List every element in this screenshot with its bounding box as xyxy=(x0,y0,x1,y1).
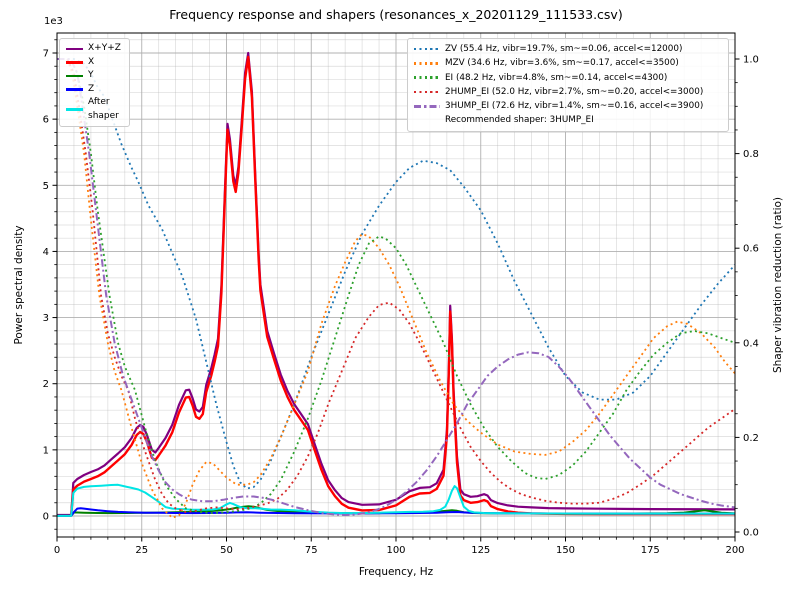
legend-recommended-note: Recommended shaper: 3HUMP_EI xyxy=(414,113,722,127)
y-left-tick-label: 7 xyxy=(43,49,49,60)
legend-label: EI (48.2 Hz, vibr=4.8%, sm~=0.14, accel<… xyxy=(445,72,668,83)
series-ei xyxy=(57,58,735,514)
legend-label: Z xyxy=(88,83,95,94)
y-left-tick-label: 2 xyxy=(43,379,49,390)
x-tick-label: 200 xyxy=(725,545,744,556)
ticks: 0 25 50 75 100 125 150 175 200 0 1 2 3 4 5 6 7 0.0 0.2 0.4 0… xyxy=(43,39,759,556)
legend-label: MZV (34.6 Hz, vibr=3.6%, sm~=0.17, accel… xyxy=(445,58,679,69)
legend-label: Recommended shaper: 3HUMP_EI xyxy=(445,115,594,126)
legend-label: 2HUMP_EI (52.0 Hz, vibr=2.7%, sm~=0.20, … xyxy=(445,86,704,97)
legend-swatch xyxy=(414,90,440,94)
legend-item: MZV (34.6 Hz, vibr=3.6%, sm~=0.17, accel… xyxy=(414,56,722,70)
series-3hump-ei xyxy=(57,58,735,516)
legend-label: 3HUMP_EI (72.6 Hz, vibr=1.4%, sm~=0.16, … xyxy=(445,101,704,112)
legend-label: ZV (55.4 Hz, vibr=19.7%, sm~=0.06, accel… xyxy=(445,44,683,54)
series-after-shaper xyxy=(57,483,735,517)
legend-label: After shaper xyxy=(88,97,119,121)
legend-item: 2HUMP_EI (52.0 Hz, vibr=2.7%, sm~=0.20, … xyxy=(414,85,722,99)
legend-shapers: ZV (55.4 Hz, vibr=19.7%, sm~=0.06, accel… xyxy=(407,38,729,132)
legend-label: X+Y+Z xyxy=(88,43,121,53)
y-right-tick-label: 0.2 xyxy=(743,433,759,444)
y-left-tick-label: 0 xyxy=(43,512,49,523)
x-tick-label: 75 xyxy=(305,545,318,556)
x-tick-label: 0 xyxy=(54,545,60,556)
x-axis-label: Frequency, Hz xyxy=(358,566,434,578)
x-tick-label: 150 xyxy=(556,545,575,556)
y-left-tick-label: 6 xyxy=(43,115,49,126)
legend-psd: X+Y+Z X Y Z After shaper xyxy=(59,38,130,127)
y-left-tick-label: 5 xyxy=(43,181,49,192)
series-2hump-ei xyxy=(57,58,735,513)
legend-item: After shaper xyxy=(66,96,123,123)
legend-swatch xyxy=(414,62,440,65)
legend-swatch xyxy=(414,119,440,122)
legend-item: X xyxy=(66,56,123,70)
legend-label: Y xyxy=(88,70,94,80)
y-axis-label-right: Shaper vibration reduction (ratio) xyxy=(772,196,784,374)
legend-item: EI (48.2 Hz, vibr=4.8%, sm~=0.14, accel<… xyxy=(414,71,722,85)
legend-item: 3HUMP_EI (72.6 Hz, vibr=1.4%, sm~=0.16, … xyxy=(414,99,722,113)
legend-item: Y xyxy=(66,69,123,83)
y-left-tick-label: 1 xyxy=(43,445,49,456)
x-tick-label: 100 xyxy=(386,545,405,556)
y-axis-offset-text: 1e3 xyxy=(44,16,63,27)
chart-title: Frequency response and shapers (resonanc… xyxy=(169,7,623,22)
legend-label: X xyxy=(88,56,95,67)
legend-swatch xyxy=(66,88,83,91)
y-left-tick-label: 4 xyxy=(43,247,49,258)
y-axis-label-left: Power spectral density xyxy=(13,225,25,345)
legend-item: ZV (55.4 Hz, vibr=19.7%, sm~=0.06, accel… xyxy=(414,42,722,56)
legend-item: Z xyxy=(66,83,123,97)
legend-swatch xyxy=(414,105,440,108)
series-group xyxy=(57,51,735,519)
x-tick-label: 175 xyxy=(641,545,660,556)
legend-swatch xyxy=(66,74,83,77)
legend-swatch xyxy=(414,47,440,51)
y-right-tick-label: 1.0 xyxy=(743,55,759,66)
legend-swatch xyxy=(414,76,440,79)
legend-swatch xyxy=(66,61,83,64)
y-right-tick-label: 0.0 xyxy=(743,528,759,539)
y-right-tick-label: 0.4 xyxy=(743,338,759,349)
x-tick-label: 25 xyxy=(135,545,148,556)
y-right-tick-label: 0.6 xyxy=(743,244,759,255)
legend-swatch xyxy=(66,47,83,50)
x-tick-label: 50 xyxy=(220,545,233,556)
legend-swatch xyxy=(66,108,83,111)
y-left-tick-label: 3 xyxy=(43,313,49,324)
series-x xyxy=(57,55,735,517)
x-tick-label: 125 xyxy=(471,545,490,556)
y-right-tick-label: 0.8 xyxy=(743,149,759,160)
legend-item: X+Y+Z xyxy=(66,42,123,56)
